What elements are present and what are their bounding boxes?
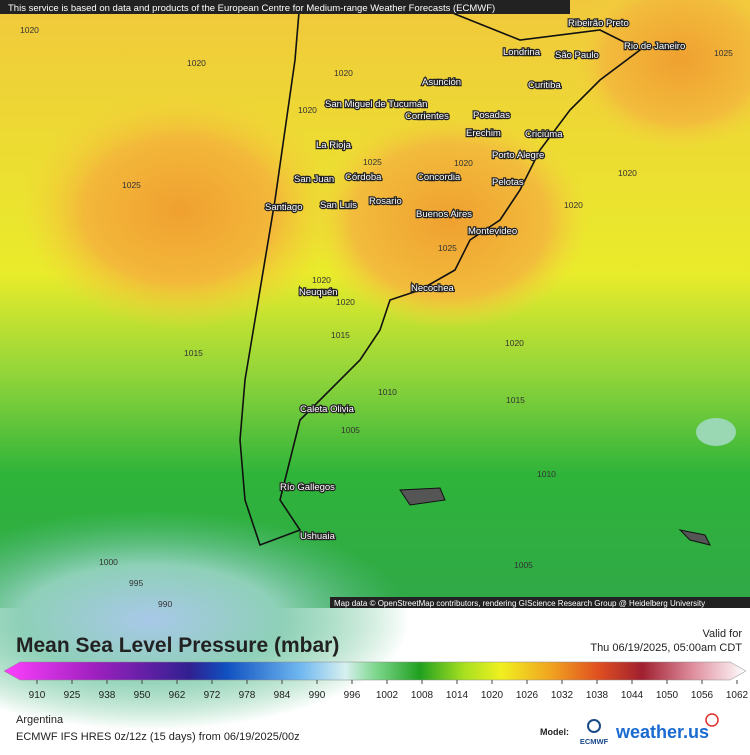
ecmwf-logo <box>587 719 601 733</box>
city-label: San Juan <box>294 174 334 185</box>
city-label: Río Gallegos <box>280 482 335 493</box>
title: Mean Sea Level Pressure (mbar) <box>16 634 339 657</box>
colorbar-tick-label: 984 <box>274 690 291 701</box>
brand-logo <box>705 713 719 727</box>
city-label: San Luis <box>320 200 357 211</box>
ecmwf-label: ECMWF <box>580 737 609 746</box>
isobar-label: 1010 <box>537 469 556 479</box>
city-label: Londrina <box>503 47 541 58</box>
colorbar-tick-label: 1014 <box>446 690 469 701</box>
colorbar <box>3 661 747 681</box>
colorbar-tick-label: 1002 <box>376 690 399 701</box>
isobar-label: 1020 <box>334 68 353 78</box>
city-label: Concordia <box>417 172 461 183</box>
city-label: Corrientes <box>405 111 449 122</box>
valid-time: Thu 06/19/2025, 05:00am CDT <box>590 642 742 654</box>
isobar-label: 1025 <box>363 157 382 167</box>
colorbar-tick-label: 996 <box>344 690 361 701</box>
colorbar-tick-label: 1056 <box>691 690 714 701</box>
colorbar-tick-label: 1032 <box>551 690 574 701</box>
isobar-label: 1020 <box>618 168 637 178</box>
attribution-bg <box>330 597 750 608</box>
coastline <box>239 0 642 547</box>
isobar-labels: 1020 1020 1020 1020 1025 1025 1020 1020 … <box>20 25 733 609</box>
isobar-label: 1020 <box>505 338 524 348</box>
city-label: Buenos Aires <box>416 209 472 220</box>
high-pressure-area <box>310 110 590 330</box>
brand[interactable]: weather.us <box>615 722 709 742</box>
isobar-label: 1020 <box>454 158 473 168</box>
city-label: Asunción <box>422 77 461 88</box>
colorbar-tick-label: 938 <box>99 690 116 701</box>
colorbar-tick-label: 972 <box>204 690 221 701</box>
isobar-label: 1025 <box>122 180 141 190</box>
city-label: Necochea <box>411 283 454 294</box>
city-label: Rosario <box>369 196 402 207</box>
islands <box>399 487 711 546</box>
city-label: Ribeirão Preto <box>568 18 629 29</box>
isobar-label: 1005 <box>341 425 360 435</box>
legend: Mean Sea Level Pressure (mbar) Valid for… <box>3 628 749 746</box>
colorbar-tick-label: 990 <box>309 690 326 701</box>
colorbar-tick-label: 978 <box>239 690 256 701</box>
city-label: Montevideo <box>468 226 517 237</box>
low-pressure-area <box>696 418 736 446</box>
city-label: La Rioja <box>316 140 352 151</box>
colorbar-tick-label: 910 <box>29 690 46 701</box>
colorbar-tick-label: 1062 <box>726 690 749 701</box>
isobar-label: 1020 <box>564 200 583 210</box>
isobar-label: 1015 <box>506 395 525 405</box>
city-labels: Ribeirão Preto Londrina São Paulo Rio de… <box>264 17 687 543</box>
city-label: Caleta Olivia <box>300 404 355 415</box>
isobar-label: 1015 <box>331 330 350 340</box>
colorbar-tick-label: 962 <box>169 690 186 701</box>
colorbar-tick-label: 1026 <box>516 690 539 701</box>
city-label: Neuquén <box>299 287 338 298</box>
colorbar-tick-label: 1038 <box>586 690 609 701</box>
isobar-label: 1010 <box>378 387 397 397</box>
colorbar-tick-label: 1044 <box>621 690 644 701</box>
city-label: Ushuaia <box>300 531 336 542</box>
isobar-label: 1025 <box>714 48 733 58</box>
city-label: Erechim <box>466 128 501 139</box>
isobar-label: 1025 <box>438 243 457 253</box>
isobar-label: 1015 <box>184 348 203 358</box>
city-label: Curitiba <box>528 80 561 91</box>
region: Argentina <box>16 714 64 726</box>
colorbar-tick-label: 950 <box>134 690 151 701</box>
isobar-label: 1020 <box>312 275 331 285</box>
city-label: São Paulo <box>555 50 599 61</box>
city-label: San Miguel de Tucumán <box>325 99 427 110</box>
attribution: Map data © OpenStreetMap contributors, r… <box>334 599 705 608</box>
map: This service is based on data and produc… <box>0 0 750 730</box>
model-label: Model: <box>540 727 569 737</box>
city-label: Criciúma <box>525 129 563 140</box>
isobar-label: 1020 <box>298 105 317 115</box>
city-label: Porto Alegre <box>492 150 544 161</box>
colorbar-tick-label: 1020 <box>481 690 504 701</box>
isobar-label: 990 <box>158 599 172 609</box>
colorbar-tick-label: 1050 <box>656 690 679 701</box>
banner-bg <box>0 0 570 14</box>
city-label: Santiago <box>265 202 303 213</box>
city-label: Posadas <box>473 110 510 121</box>
city-label: Rio de Janeiro <box>624 41 685 52</box>
isobar-label: 995 <box>129 578 143 588</box>
isobar-label: 1020 <box>336 297 355 307</box>
banner: This service is based on data and produc… <box>8 3 495 14</box>
colorbar-tick-label: 925 <box>64 690 81 701</box>
run-info: ECMWF IFS HRES 0z/12z (15 days) from 06/… <box>16 731 300 743</box>
isobar-label: 1000 <box>99 557 118 567</box>
city-label: Pelotas <box>492 177 524 188</box>
colorbar-tick-label: 1008 <box>411 690 434 701</box>
colorbar-ticks: 910 925 938 950 962 972 978 984 990 996 1002 1008 10… <box>29 680 749 701</box>
isobar-label: 1020 <box>20 25 39 35</box>
isobar-label: 1005 <box>514 560 533 570</box>
high-pressure-area <box>20 90 340 330</box>
valid-label: Valid for <box>702 628 742 640</box>
isobar-label: 1020 <box>187 58 206 68</box>
city-label: Córdoba <box>345 172 382 183</box>
